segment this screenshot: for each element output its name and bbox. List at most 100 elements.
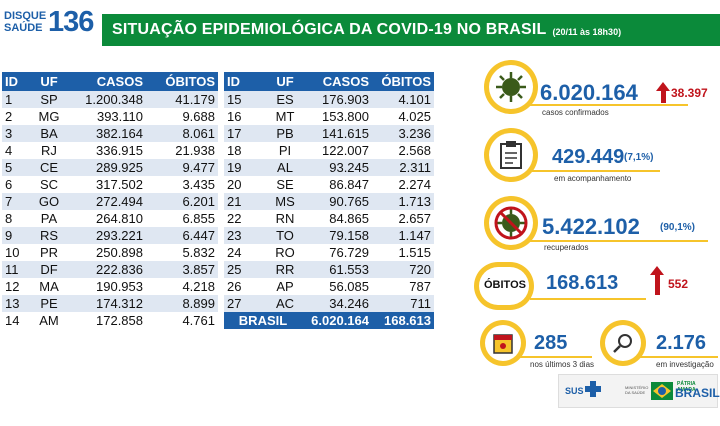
col-obitos: ÓBITOS bbox=[146, 72, 218, 91]
acompanhamento-pct: (7,1%) bbox=[624, 152, 654, 163]
total-casos: 6.020.164 bbox=[302, 312, 372, 329]
page-title: SITUAÇÃO EPIDEMIOLÓGICA DA COVID-19 NO B… bbox=[112, 21, 547, 38]
cell-uf: PB bbox=[268, 125, 302, 142]
title-bar: SITUAÇÃO EPIDEMIOLÓGICA DA COVID-19 NO B… bbox=[102, 14, 720, 46]
cell-casos: 153.800 bbox=[302, 108, 372, 125]
cell-obitos: 2.657 bbox=[372, 210, 434, 227]
cell-uf: PI bbox=[268, 142, 302, 159]
cell-casos: 93.245 bbox=[302, 159, 372, 176]
table-row: 25 RR 61.553 720 bbox=[224, 261, 434, 278]
table-row: 16 MT 153.800 4.025 bbox=[224, 108, 434, 125]
table-row: 18 PI 122.007 2.568 bbox=[224, 142, 434, 159]
states-table-right: ID UF CASOS ÓBITOS 15 ES 176.903 4.101 16 MT 1… bbox=[224, 72, 434, 329]
cell-casos: 222.836 bbox=[66, 261, 146, 278]
cell-id: 11 bbox=[2, 261, 32, 278]
states-table-left: ID UF CASOS ÓBITOS 1 SP 1.200.348 41.179 2 MG… bbox=[2, 72, 218, 329]
cell-uf: AL bbox=[268, 159, 302, 176]
cell-uf: MA bbox=[32, 278, 66, 295]
virus-crossed-icon bbox=[494, 206, 528, 240]
col-casos: CASOS bbox=[66, 72, 146, 91]
total-label: BRASIL bbox=[224, 312, 302, 329]
clipboard-icon bbox=[500, 141, 522, 169]
cell-casos: 122.007 bbox=[302, 142, 372, 159]
cell-id: 8 bbox=[2, 210, 32, 227]
investigacao-value: 2.176 bbox=[656, 332, 707, 354]
cell-uf: RS bbox=[32, 227, 66, 244]
cell-uf: SC bbox=[32, 176, 66, 193]
cell-id: 17 bbox=[224, 125, 268, 142]
table-row: 22 RN 84.865 2.657 bbox=[224, 210, 434, 227]
acompanhamento-label: em acompanhamento bbox=[554, 174, 632, 183]
cell-id: 27 bbox=[224, 295, 268, 312]
cell-casos: 250.898 bbox=[66, 244, 146, 261]
cell-uf: MS bbox=[268, 193, 302, 210]
cell-obitos: 711 bbox=[372, 295, 434, 312]
table-row: 19 AL 93.245 2.311 bbox=[224, 159, 434, 176]
table-row: 24 RO 76.729 1.515 bbox=[224, 244, 434, 261]
cell-id: 2 bbox=[2, 108, 32, 125]
cell-obitos: 1.713 bbox=[372, 193, 434, 210]
cell-id: 9 bbox=[2, 227, 32, 244]
cell-casos: 84.865 bbox=[302, 210, 372, 227]
cell-obitos: 3.435 bbox=[146, 176, 218, 193]
cell-uf: PA bbox=[32, 210, 66, 227]
cell-uf: SE bbox=[268, 176, 302, 193]
up-arrow-icon bbox=[656, 82, 670, 91]
cell-casos: 272.494 bbox=[66, 193, 146, 210]
cell-id: 16 bbox=[224, 108, 268, 125]
cell-uf: AP bbox=[268, 278, 302, 295]
cell-uf: CE bbox=[32, 159, 66, 176]
confirmados-delta: 38.397 bbox=[671, 86, 708, 100]
table-row: 15 ES 176.903 4.101 bbox=[224, 91, 434, 108]
cell-casos: 293.221 bbox=[66, 227, 146, 244]
cell-id: 10 bbox=[2, 244, 32, 261]
table-row: 4 RJ 336.915 21.938 bbox=[2, 142, 218, 159]
cell-id: 4 bbox=[2, 142, 32, 159]
cell-obitos: 3.236 bbox=[372, 125, 434, 142]
obitos-value: 168.613 bbox=[546, 272, 619, 294]
cell-uf: AC bbox=[268, 295, 302, 312]
cell-id: 5 bbox=[2, 159, 32, 176]
cell-casos: 34.246 bbox=[302, 295, 372, 312]
cell-obitos: 2.311 bbox=[372, 159, 434, 176]
investigacao-label: em investigação bbox=[656, 360, 714, 369]
cell-obitos: 21.938 bbox=[146, 142, 218, 159]
cell-uf: BA bbox=[32, 125, 66, 142]
logo-line-1: DISQUE bbox=[4, 10, 47, 22]
table-row: 8 PA 264.810 6.855 bbox=[2, 210, 218, 227]
investigacao-badge bbox=[600, 320, 646, 366]
cell-casos: 174.312 bbox=[66, 295, 146, 312]
disque-saude-logo: DISQUE SAÚDE 136 bbox=[4, 6, 98, 42]
cell-id: 1 bbox=[2, 91, 32, 108]
cell-obitos: 4.101 bbox=[372, 91, 434, 108]
ultimos-badge bbox=[480, 320, 526, 366]
cell-obitos: 4.218 bbox=[146, 278, 218, 295]
table-row: 13 PE 174.312 8.899 bbox=[2, 295, 218, 312]
cell-casos: 79.158 bbox=[302, 227, 372, 244]
confirmados-value: 6.020.164 bbox=[540, 80, 638, 105]
table-row: 6 SC 317.502 3.435 bbox=[2, 176, 218, 193]
col-uf: UF bbox=[32, 72, 66, 91]
obitos-badge: ÓBITOS bbox=[474, 262, 534, 310]
sus-cross-icon bbox=[585, 381, 601, 397]
cell-casos: 56.085 bbox=[302, 278, 372, 295]
cell-casos: 172.858 bbox=[66, 312, 146, 329]
cell-uf: MT bbox=[268, 108, 302, 125]
cell-casos: 141.615 bbox=[302, 125, 372, 142]
cell-id: 24 bbox=[224, 244, 268, 261]
cell-id: 3 bbox=[2, 125, 32, 142]
table-row: 20 SE 86.847 2.274 bbox=[224, 176, 434, 193]
cell-uf: DF bbox=[32, 261, 66, 278]
calendar-icon bbox=[493, 334, 513, 354]
col-casos: CASOS bbox=[302, 72, 372, 91]
cell-obitos: 6.447 bbox=[146, 227, 218, 244]
sus-logo: SUS bbox=[565, 386, 584, 396]
cell-id: 23 bbox=[224, 227, 268, 244]
cell-uf: RR bbox=[268, 261, 302, 278]
total-obitos: 168.613 bbox=[372, 312, 434, 329]
cell-casos: 393.110 bbox=[66, 108, 146, 125]
table-header-row: ID UF CASOS ÓBITOS bbox=[224, 72, 434, 91]
cell-obitos: 8.899 bbox=[146, 295, 218, 312]
table-row: 5 CE 289.925 9.477 bbox=[2, 159, 218, 176]
cell-uf: RJ bbox=[32, 142, 66, 159]
